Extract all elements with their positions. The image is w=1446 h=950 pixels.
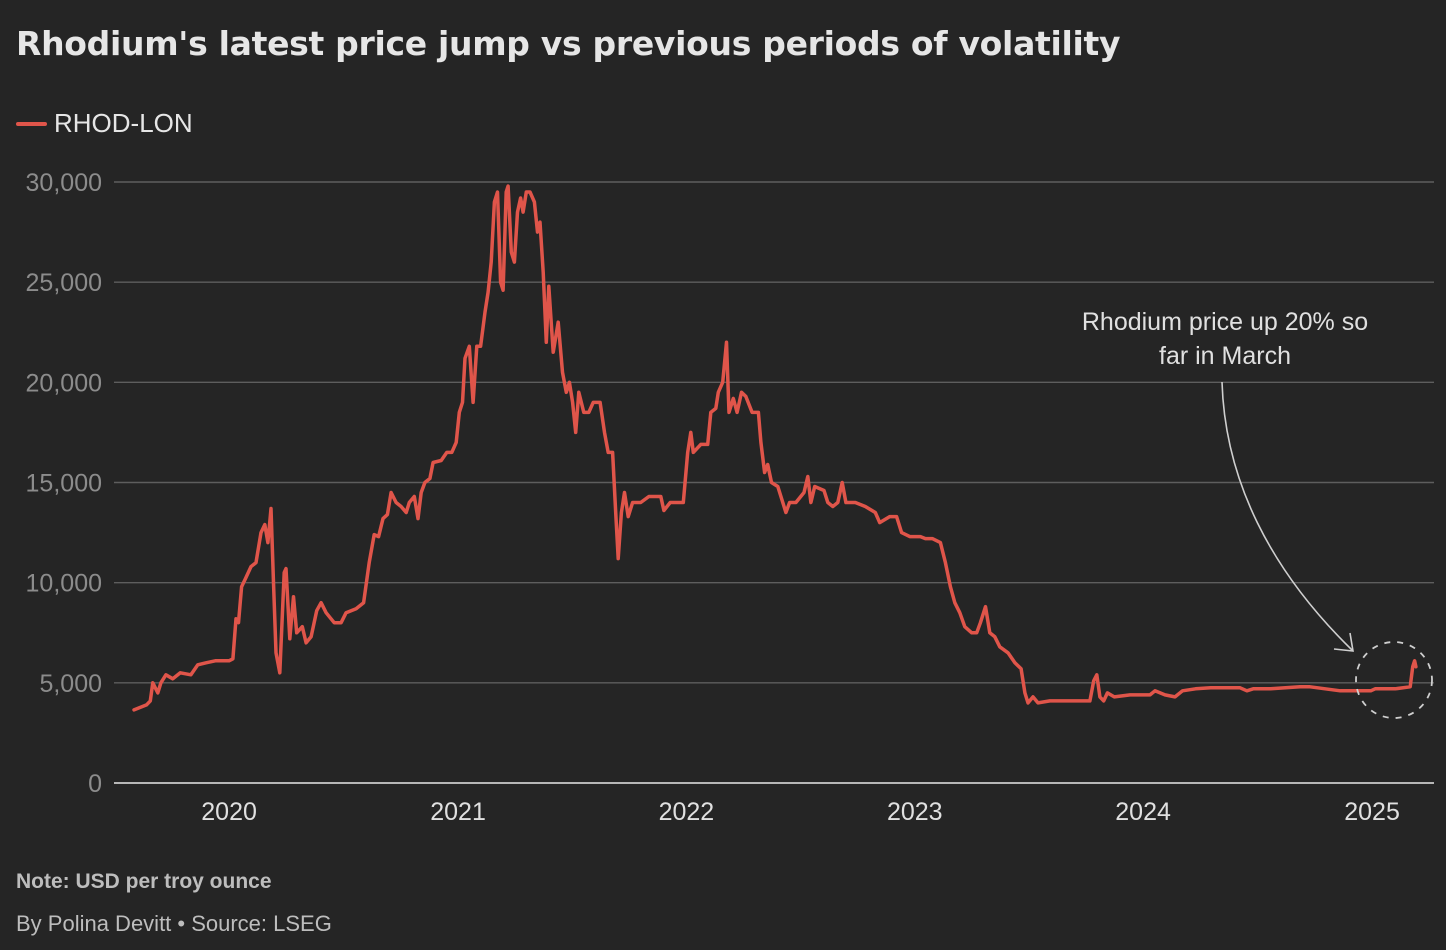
x-tick-label: 2024: [1115, 798, 1171, 826]
y-tick-label: 15,000: [26, 470, 102, 498]
annotation-arrowhead: [1333, 632, 1354, 652]
legend-label-rhod-lon: RHOD-LON: [54, 108, 193, 138]
annotation-text-line-2: far in March: [1159, 342, 1291, 370]
series-line-rhod-lon: [132, 184, 1418, 712]
y-tick-label: 0: [88, 770, 102, 798]
x-axis-ticks: 2020 2021 2022 2023 2024 2025: [201, 798, 1400, 826]
chart-byline: By Polina Devitt • Source: LSEG: [16, 911, 332, 936]
annotation: Rhodium price up 20% so far in March: [1082, 308, 1433, 719]
chart-title: Rhodium's latest price jump vs previous …: [16, 24, 1121, 63]
annotation-text-line-1: Rhodium price up 20% so: [1082, 308, 1368, 336]
x-tick-label: 2023: [887, 798, 943, 826]
y-tick-label: 10,000: [26, 570, 102, 598]
annotation-arrow: [1221, 381, 1353, 651]
y-tick-label: 25,000: [26, 269, 102, 297]
annotation-dashed-circle: [1355, 641, 1433, 719]
y-tick-label: 30,000: [26, 169, 102, 197]
chart-note: Note: USD per troy ounce: [16, 870, 272, 893]
x-tick-label: 2025: [1344, 798, 1400, 826]
legend: RHOD-LON: [16, 108, 193, 139]
y-tick-label: 5,000: [39, 670, 102, 698]
legend-swatch-rhod-lon: [16, 121, 47, 126]
y-axis-ticks: 0 5,000 10,000 15,000 20,000 25,000 30,000: [26, 169, 102, 798]
x-tick-label: 2020: [201, 798, 257, 826]
y-tick-label: 20,000: [26, 369, 102, 397]
x-tick-label: 2022: [659, 798, 715, 826]
x-tick-label: 2021: [430, 798, 486, 826]
